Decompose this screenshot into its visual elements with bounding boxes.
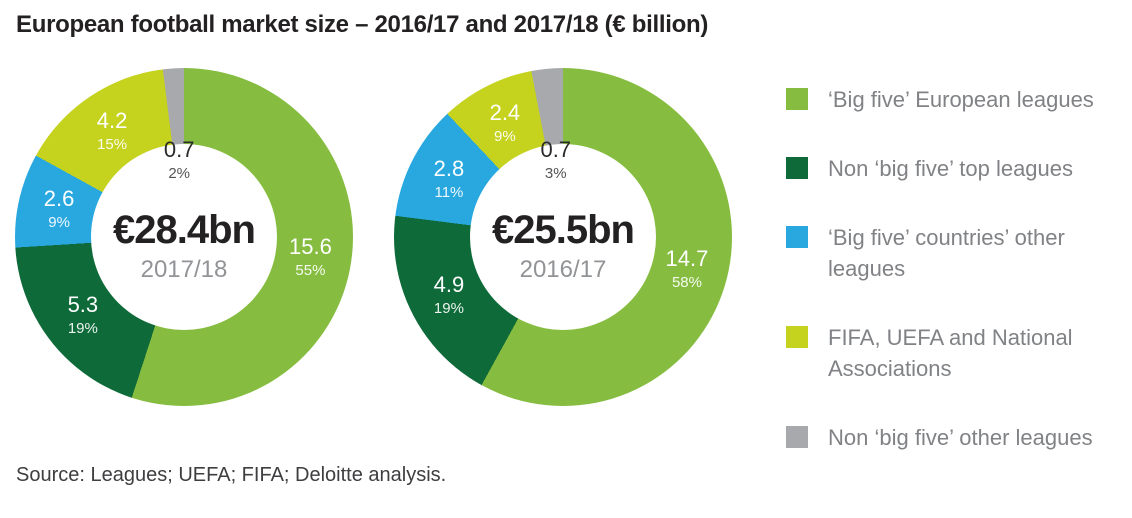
source-note: Source: Leagues; UEFA; FIFA; Deloitte an…	[16, 464, 447, 486]
donut-center-value: €28.4bn	[113, 208, 256, 253]
segment-percent: 19%	[433, 300, 464, 318]
legend-item: Non ‘big five’ other leagues	[786, 422, 1130, 453]
segment-percent: 9%	[48, 214, 70, 232]
donut-segment-label: 2.8 11%	[433, 155, 465, 201]
segment-percent: 58%	[671, 273, 702, 291]
segment-value: 2.8	[433, 155, 465, 181]
donut-chart-2016-17: 14.7 58% 4.9 19% 2.8 11% 2.4 9% 0.7 3% €25.5bn 2016…	[394, 68, 732, 406]
segment-percent: 9%	[494, 127, 516, 145]
segment-value: 0.7	[163, 137, 195, 163]
donut-segment-label: 14.7 58%	[665, 245, 709, 291]
chart-legend: ‘Big five’ European leagues Non ‘big five…	[786, 84, 1130, 453]
legend-label: ‘Big five’ countries’ other leagues	[828, 225, 1065, 281]
donut-center-value: €25.5bn	[492, 208, 635, 253]
legend-label: Non ‘big five’ top leagues	[828, 156, 1074, 181]
legend-swatch-icon	[786, 157, 808, 179]
donut-segment-label: 0.7 3%	[540, 137, 572, 183]
segment-value: 0.7	[540, 137, 572, 163]
donut-segment-label: 0.7 2%	[163, 137, 195, 183]
donut-segment-label: 15.6 55%	[289, 234, 332, 280]
legend-swatch-icon	[786, 326, 808, 348]
legend-label: Non ‘big five’ other leagues	[828, 425, 1093, 450]
segment-percent: 2%	[168, 165, 190, 183]
legend-label: ‘Big five’ European leagues	[828, 87, 1094, 112]
segment-percent: 15%	[97, 136, 128, 154]
legend-swatch-icon	[786, 426, 808, 448]
donut-hole	[470, 144, 656, 330]
donut-center-period: 2016/17	[519, 255, 607, 283]
donut-segment-label: 2.4 9%	[489, 99, 521, 145]
legend-item: ‘Big five’ countries’ other leagues	[786, 222, 1130, 284]
donut-hole	[91, 144, 277, 330]
segment-value: 15.6	[289, 234, 332, 260]
segment-percent: 11%	[434, 183, 464, 201]
donut-center-label: €25.5bn 2016/17	[492, 208, 635, 283]
chart-title: European football market size – 2016/17 …	[16, 11, 709, 38]
legend-label: FIFA, UEFA and National Associations	[828, 325, 1073, 381]
donut-chart-2017-18: 15.6 55% 5.3 19% 2.6 9% 4.2 15% 0.7 2% €28.4bn 2017…	[15, 68, 353, 406]
segment-value: 4.9	[433, 272, 465, 298]
donut-center-period: 2017/18	[140, 255, 228, 283]
segment-value: 4.2	[96, 108, 128, 134]
segment-value: 2.4	[489, 99, 521, 125]
legend-swatch-icon	[786, 226, 808, 248]
legend-item: Non ‘big five’ top leagues	[786, 153, 1130, 184]
segment-value: 2.6	[43, 186, 75, 212]
segment-value: 14.7	[665, 245, 709, 271]
legend-swatch-icon	[786, 88, 808, 110]
segment-percent: 19%	[67, 320, 98, 338]
donut-segment-label: 4.9 19%	[433, 272, 465, 318]
donut-segment-label: 4.2 15%	[96, 108, 128, 154]
donut-segment-label: 2.6 9%	[43, 186, 75, 232]
segment-percent: 55%	[295, 262, 326, 280]
segment-percent: 3%	[544, 165, 567, 183]
legend-item: FIFA, UEFA and National Associations	[786, 322, 1130, 384]
legend-item: ‘Big five’ European leagues	[786, 84, 1130, 115]
donut-segment-label: 5.3 19%	[67, 292, 99, 338]
donut-center-label: €28.4bn 2017/18	[113, 208, 256, 283]
segment-value: 5.3	[67, 292, 99, 318]
